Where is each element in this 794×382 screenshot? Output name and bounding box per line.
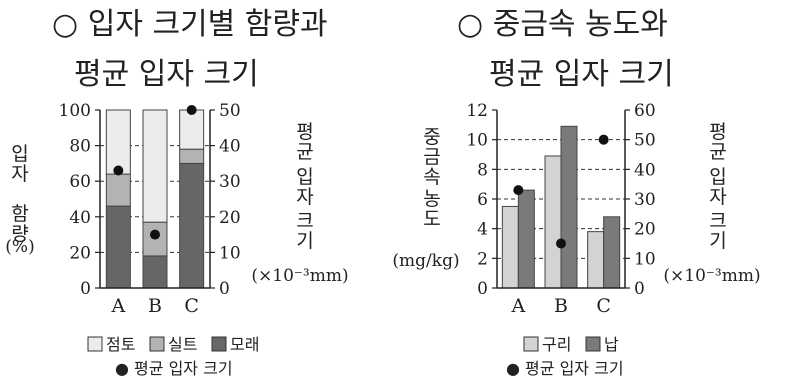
y-axis-label-right-char: 입 (296, 166, 313, 188)
bar-B (560, 125, 578, 289)
tick-label-right: 40 (219, 137, 241, 157)
legend-label: 납 (604, 335, 619, 354)
chart-title-line: 평균 입자 크기 (74, 57, 259, 92)
bar-segment-A (105, 173, 131, 207)
tick-label-right: 60 (634, 101, 656, 121)
tick-label-right: 30 (219, 172, 241, 192)
y-axis-label-right-char: 기 (296, 230, 313, 252)
y-axis-label-right-char: 크 (709, 210, 726, 232)
tick-label-right: 0 (219, 279, 230, 299)
chart-title-line: ○ 중금속 농도와 (457, 7, 668, 42)
bar-segment-C (179, 109, 205, 150)
tick-label-right: 10 (219, 243, 241, 263)
tick-label-right: 20 (634, 220, 656, 240)
y-axis-label-left: (%) (5, 237, 34, 257)
y-axis-label-left-char: 함 (11, 203, 28, 225)
tick-label-right: 10 (634, 249, 656, 269)
tick-label-left: 10 (466, 131, 488, 151)
tick-label-left: 0 (477, 279, 488, 299)
category-label: C (596, 295, 611, 317)
tick-label-left: 8 (477, 160, 488, 180)
legend-label: 실트 (168, 335, 197, 354)
legend-label: 구리 (542, 335, 571, 354)
bar-A (501, 205, 519, 289)
legend-swatch (211, 336, 227, 352)
y-axis-label-left-char: 중 (423, 126, 440, 148)
tick-label-left: 20 (69, 243, 91, 263)
y-axis-label-left-char: 도 (423, 208, 440, 230)
tick-label-left: 40 (69, 208, 91, 228)
bar-segment-C (179, 162, 205, 289)
tick-label-right: 0 (634, 279, 645, 299)
y-axis-label-right-char: 평 (296, 121, 313, 143)
category-label: A (110, 295, 125, 317)
tick-label-left: 0 (80, 279, 91, 299)
bar-segment-B (142, 109, 168, 223)
legend-swatch (585, 336, 601, 352)
tick-label-left: 80 (69, 137, 91, 157)
y-axis-label-right-char: 기 (709, 230, 726, 252)
marker-point (556, 238, 566, 249)
bar-segment-A (105, 205, 131, 289)
marker-point (113, 165, 124, 176)
legend-label: 점토 (106, 335, 135, 354)
y-axis-label-left-char: 농 (423, 188, 440, 210)
legend-swatch (87, 336, 103, 352)
y-axis-label-left-char: 입 (11, 143, 28, 165)
tick-label-right: 20 (219, 208, 241, 228)
y-axis-label-left-char: 자 (11, 163, 28, 185)
tick-label-left: 100 (59, 101, 91, 121)
bar-segment-C (179, 148, 205, 164)
legend-swatch (523, 336, 539, 352)
y-axis-label-right-char: 자 (709, 186, 726, 208)
marker-point (598, 134, 609, 145)
chart-title-line: 평균 입자 크기 (489, 57, 674, 92)
tick-label-left: 2 (477, 249, 488, 269)
marker-point (186, 105, 197, 115)
bar-segment-A (105, 109, 131, 175)
chart-title-line: ○ 입자 크기별 함량과 (52, 7, 328, 42)
y-axis-label-right-char: 균 (709, 141, 726, 163)
y-axis-label-right-char: 자 (296, 186, 313, 208)
y-axis-unit-left: (mg/kg) (392, 251, 459, 271)
y-axis-label-left-char: 속 (423, 166, 440, 188)
category-label: B (554, 295, 568, 317)
legend-label: 모래 (230, 335, 259, 354)
tick-label-left: 60 (69, 172, 91, 192)
marker-point (150, 229, 160, 240)
tick-label-left: 4 (477, 220, 488, 240)
category-label: A (510, 295, 525, 317)
marker-point (513, 185, 524, 196)
y-axis-label-right-char: 평 (709, 121, 726, 143)
y-axis-label-left-char: 량 (11, 223, 28, 245)
legend-marker-label: ● 평균 입자 크기 (506, 359, 624, 378)
y-axis-unit-right: (×10⁻³mm) (663, 266, 760, 286)
tick-label-right: 40 (634, 160, 656, 180)
legend-marker-label: ● 평균 입자 크기 (115, 359, 233, 378)
y-axis-label-right-char: 균 (296, 141, 313, 163)
tick-label-left: 12 (466, 101, 488, 121)
bar-C (587, 231, 605, 289)
bar-C (603, 216, 621, 289)
bar-B (544, 155, 562, 289)
legend-swatch (149, 336, 165, 352)
y-axis-label-left-char: 금 (423, 146, 440, 168)
bar-segment-B (142, 255, 168, 289)
tick-label-right: 50 (219, 101, 241, 121)
tick-label-left: 6 (477, 190, 488, 210)
bar-A (517, 189, 535, 289)
category-label: C (184, 295, 199, 317)
y-axis-label-right-char: 입 (709, 166, 726, 188)
y-axis-label-right-char: 크 (296, 210, 313, 232)
y-axis-unit-right: (×10⁻³mm) (251, 266, 348, 286)
tick-label-right: 30 (634, 190, 656, 210)
tick-label-right: 50 (634, 131, 656, 151)
category-label: B (148, 295, 162, 317)
